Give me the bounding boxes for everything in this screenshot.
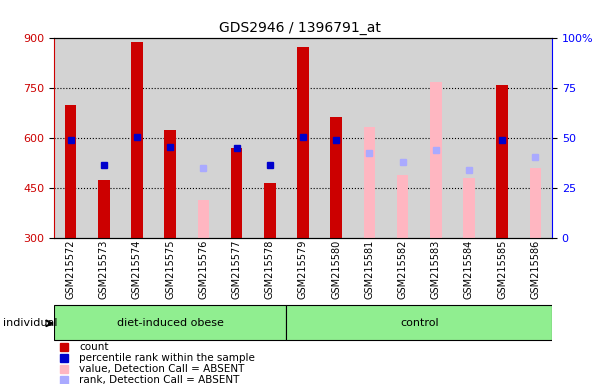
Bar [65, 105, 76, 238]
Text: GSM215585: GSM215585 [497, 239, 507, 299]
Bar [187, 38, 220, 238]
Text: GSM215574: GSM215574 [132, 239, 142, 299]
Bar [386, 38, 419, 238]
Bar [519, 38, 552, 238]
Bar [530, 168, 541, 238]
Text: GSM215575: GSM215575 [165, 239, 175, 299]
Bar [297, 47, 309, 238]
Text: GSM215582: GSM215582 [398, 239, 407, 299]
Text: GSM215576: GSM215576 [199, 239, 208, 299]
Bar [364, 127, 375, 238]
Text: value, Detection Call = ABSENT: value, Detection Call = ABSENT [79, 364, 245, 374]
Text: percentile rank within the sample: percentile rank within the sample [79, 353, 255, 363]
Text: GSM215584: GSM215584 [464, 239, 474, 299]
Text: individual: individual [3, 318, 58, 328]
Text: rank, Detection Call = ABSENT: rank, Detection Call = ABSENT [79, 375, 239, 384]
Bar [54, 305, 286, 340]
Text: GSM215573: GSM215573 [99, 239, 109, 299]
Bar [286, 38, 320, 238]
Text: GSM215572: GSM215572 [65, 239, 76, 299]
Bar [231, 148, 242, 238]
Text: GSM215578: GSM215578 [265, 239, 275, 299]
Bar [131, 42, 143, 238]
Text: GSM215581: GSM215581 [364, 239, 374, 299]
Text: count: count [79, 342, 109, 352]
Text: GSM215577: GSM215577 [232, 239, 242, 299]
Bar [54, 38, 87, 238]
Bar [264, 183, 275, 238]
Bar [419, 38, 452, 238]
Text: GDS2946 / 1396791_at: GDS2946 / 1396791_at [219, 21, 381, 35]
Bar [197, 200, 209, 238]
Bar [164, 130, 176, 238]
Text: GSM215580: GSM215580 [331, 239, 341, 299]
Bar [220, 38, 253, 238]
Bar [98, 180, 110, 238]
Bar [397, 175, 409, 238]
Bar [463, 178, 475, 238]
Bar [154, 38, 187, 238]
Bar [320, 38, 353, 238]
Bar [121, 38, 154, 238]
Text: GSM215583: GSM215583 [431, 239, 441, 299]
Text: GSM215586: GSM215586 [530, 239, 541, 299]
Bar [485, 38, 519, 238]
Bar [452, 38, 485, 238]
Bar [253, 38, 286, 238]
Text: control: control [400, 318, 439, 328]
Bar [430, 82, 442, 238]
Bar [496, 85, 508, 238]
Bar [286, 305, 552, 340]
Text: GSM215579: GSM215579 [298, 239, 308, 299]
Text: diet-induced obese: diet-induced obese [117, 318, 224, 328]
Bar [353, 38, 386, 238]
Bar [87, 38, 121, 238]
Bar [331, 117, 342, 238]
